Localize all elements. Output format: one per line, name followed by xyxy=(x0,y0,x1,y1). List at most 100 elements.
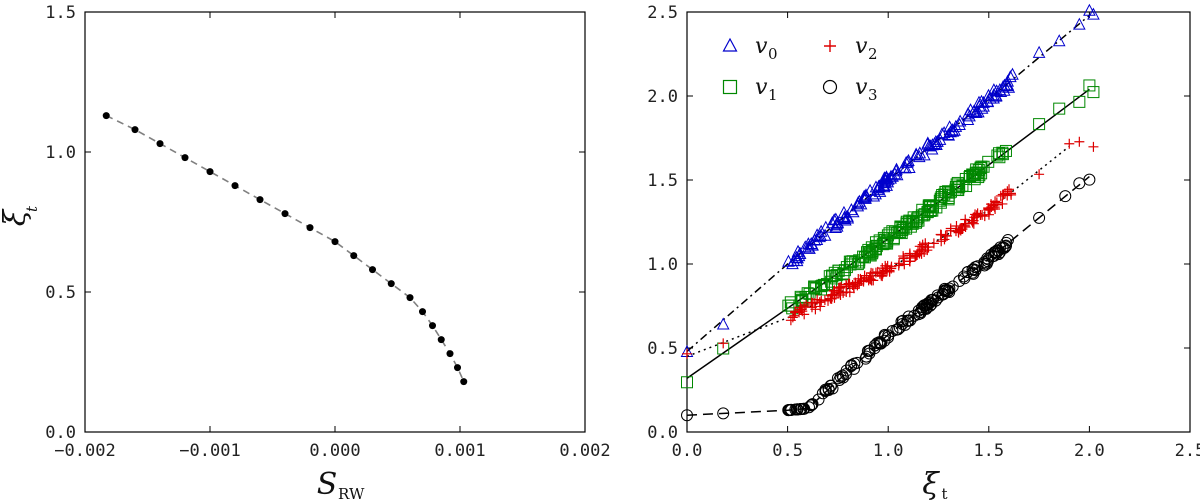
marker-v0 xyxy=(1087,7,1100,20)
data-point xyxy=(206,168,214,176)
y-tick-label: 0.0 xyxy=(647,423,678,443)
marker-v0 xyxy=(845,203,858,216)
marker-v1 xyxy=(982,155,995,168)
marker-v2 xyxy=(807,298,818,309)
marker-v1 xyxy=(816,279,829,292)
legend-label-sub: 3 xyxy=(868,86,878,104)
marker-v3 xyxy=(967,267,980,280)
marker-v2 xyxy=(825,293,836,304)
data-point xyxy=(387,280,395,288)
marker-v2 xyxy=(682,348,692,359)
marker-v1 xyxy=(953,180,966,193)
marker-v2 xyxy=(953,226,964,237)
y-axis-label-sub: t xyxy=(23,205,41,212)
marker-v2 xyxy=(806,302,817,313)
marker-v3 xyxy=(914,307,927,320)
marker-v2 xyxy=(1074,136,1085,147)
marker-v2 xyxy=(848,283,859,294)
marker-v0 xyxy=(935,127,949,140)
marker-v0 xyxy=(953,117,966,130)
marker-v0 xyxy=(982,88,995,101)
marker-v1 xyxy=(861,246,874,259)
x-tick-label: 0.000 xyxy=(309,441,360,461)
marker-v0 xyxy=(912,150,926,163)
marker-v3 xyxy=(893,321,906,334)
marker-v1 xyxy=(912,211,925,224)
marker-v1 xyxy=(1087,86,1100,99)
data-point xyxy=(331,238,339,246)
marker-v0 xyxy=(859,188,873,201)
marker-v0 xyxy=(813,230,826,243)
marker-v1 xyxy=(916,203,929,216)
marker-v2 xyxy=(991,197,1002,208)
marker-v2 xyxy=(983,204,994,215)
x-tick-label: 1.0 xyxy=(873,441,904,461)
data-point xyxy=(446,350,454,358)
marker-v2 xyxy=(877,263,888,274)
marker-v2 xyxy=(1064,138,1075,149)
marker-v1 xyxy=(837,268,850,281)
marker-v3 xyxy=(902,314,915,327)
marker-v1 xyxy=(951,176,964,189)
marker-v2 xyxy=(905,253,916,264)
legend-label: v xyxy=(755,75,768,100)
data-point xyxy=(306,224,314,232)
marker-v2 xyxy=(834,283,845,294)
marker-v3 xyxy=(985,248,998,261)
marker-v3 xyxy=(966,266,979,279)
legend-label-sub: 2 xyxy=(868,45,878,63)
y-tick-label: 0.5 xyxy=(45,283,76,303)
x-axis-label-sub: RW xyxy=(338,485,365,503)
y-tick-label: 0.5 xyxy=(647,339,678,359)
marker-v0 xyxy=(818,228,832,241)
marker-v1 xyxy=(999,144,1012,157)
x-tick-label: 0.5 xyxy=(772,441,803,461)
marker-v0 xyxy=(884,171,897,184)
marker-v3 xyxy=(840,364,853,377)
data-point xyxy=(181,154,189,162)
marker-v0 xyxy=(1052,34,1066,47)
data-point xyxy=(406,294,414,302)
marker-v0 xyxy=(964,103,977,116)
marker-v3 xyxy=(717,407,730,420)
marker-v0 xyxy=(942,128,956,141)
marker-v0 xyxy=(972,105,985,118)
marker-v0 xyxy=(854,197,868,210)
marker-v1 xyxy=(877,231,890,244)
marker-v2 xyxy=(960,222,971,233)
marker-v2 xyxy=(855,273,866,284)
marker-v1 xyxy=(786,302,799,315)
marker-v0 xyxy=(846,205,860,218)
marker-v3 xyxy=(981,252,994,265)
marker-v0 xyxy=(897,160,910,173)
marker-v2 xyxy=(967,217,978,228)
marker-v1 xyxy=(857,250,870,263)
marker-v2 xyxy=(898,251,909,262)
marker-v0 xyxy=(946,123,959,136)
marker-v2 xyxy=(972,208,983,219)
marker-v0 xyxy=(1004,70,1017,83)
marker-v2 xyxy=(997,198,1008,209)
x-tick-label: 2.5 xyxy=(1175,441,1200,461)
marker-v2 xyxy=(850,277,861,288)
marker-v3 xyxy=(805,398,818,411)
marker-v2 xyxy=(841,279,852,290)
x-axis-label: S xyxy=(317,467,338,502)
marker-v3 xyxy=(1073,177,1086,190)
marker-v2 xyxy=(983,209,994,220)
marker-v0 xyxy=(973,99,986,112)
data-point xyxy=(369,266,376,274)
panel-left: −0.002 −0.001 0.000 0.001 0.002 0.0 0.5 1.0 1.5 S… xyxy=(0,3,611,503)
data-point xyxy=(256,196,264,204)
y-tick-label: 0.0 xyxy=(45,423,76,443)
marker-v0 xyxy=(937,126,951,139)
marker-v0 xyxy=(872,179,886,192)
marker-v0 xyxy=(881,172,895,185)
marker-v3 xyxy=(886,325,899,338)
marker-v1 xyxy=(1053,102,1066,115)
marker-v1 xyxy=(1083,79,1096,92)
marker-v2 xyxy=(843,278,854,289)
data-point xyxy=(429,322,436,330)
legend-label: v xyxy=(855,34,868,59)
